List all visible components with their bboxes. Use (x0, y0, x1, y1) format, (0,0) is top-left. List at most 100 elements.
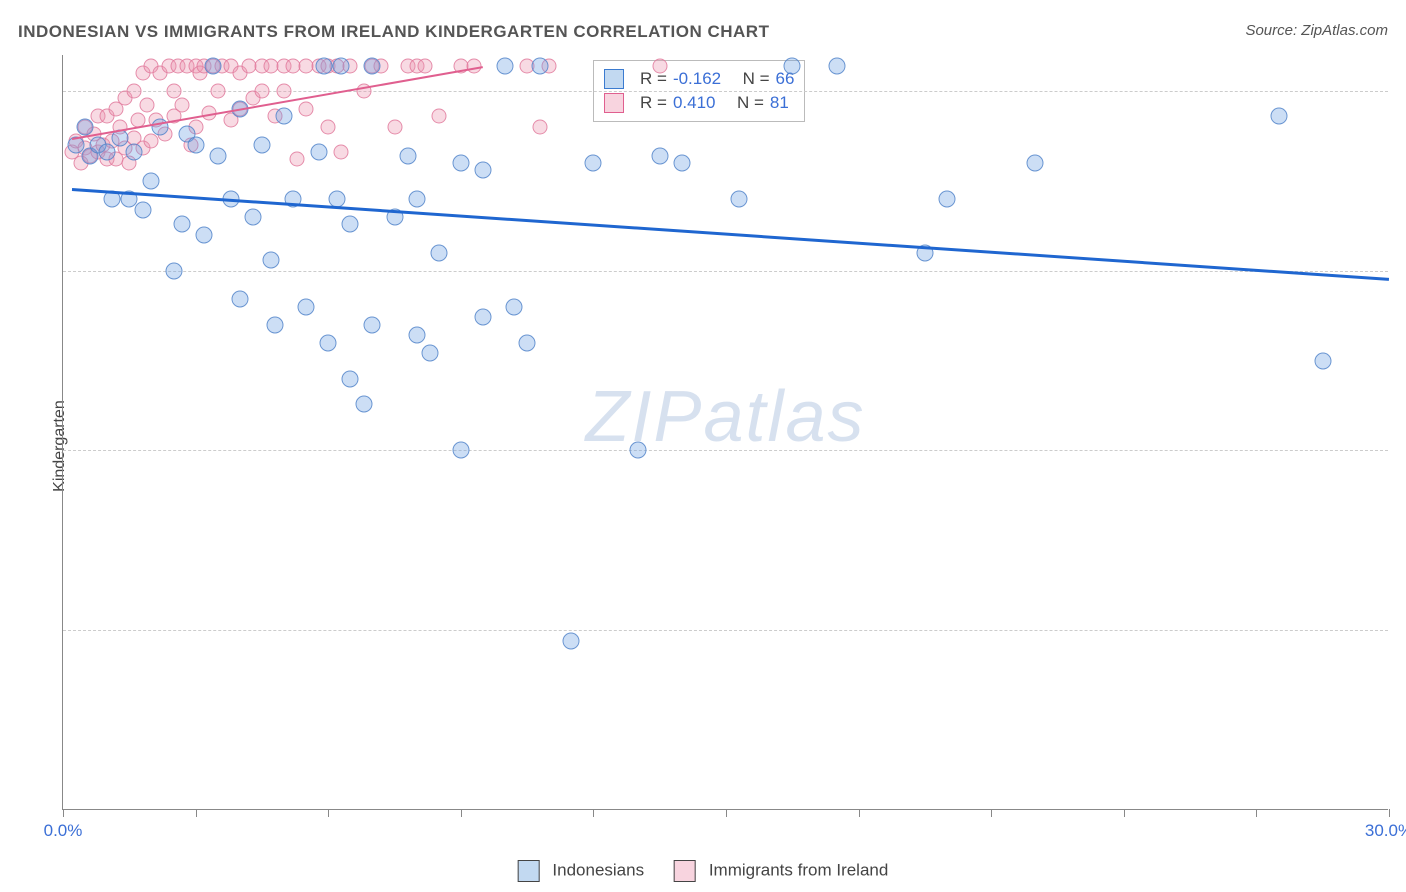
data-point (311, 144, 328, 161)
r-label: R = (640, 93, 667, 113)
data-point (731, 190, 748, 207)
x-tick (593, 809, 594, 817)
data-point (828, 57, 845, 74)
data-point (939, 190, 956, 207)
data-point (342, 370, 359, 387)
data-point (165, 262, 182, 279)
data-point (399, 147, 416, 164)
data-point (1314, 352, 1331, 369)
data-point (276, 108, 293, 125)
data-point (519, 334, 536, 351)
legend-item-blue: Indonesians (518, 860, 644, 882)
data-point (125, 144, 142, 161)
legend-label-blue: Indonesians (552, 860, 644, 879)
data-point (533, 119, 548, 134)
data-point (139, 98, 154, 113)
x-tick (1124, 809, 1125, 817)
x-tick (196, 809, 197, 817)
data-point (1027, 154, 1044, 171)
data-point (364, 316, 381, 333)
data-point (175, 98, 190, 113)
data-point (505, 298, 522, 315)
data-point (497, 57, 514, 74)
data-point (532, 57, 549, 74)
data-point (99, 144, 116, 161)
swatch-blue-icon (604, 69, 624, 89)
data-point (320, 334, 337, 351)
bottom-legend: Indonesians Immigrants from Ireland (518, 860, 889, 882)
data-point (629, 442, 646, 459)
data-point (143, 172, 160, 189)
x-tick-label: 0.0% (44, 821, 83, 841)
data-point (418, 58, 433, 73)
data-point (430, 244, 447, 261)
x-tick (461, 809, 462, 817)
x-tick (1256, 809, 1257, 817)
legend-item-pink: Immigrants from Ireland (674, 860, 888, 882)
n-label: N = (743, 69, 770, 89)
legend-swatch-pink-icon (674, 860, 696, 882)
data-point (364, 57, 381, 74)
gridline-h (63, 271, 1388, 272)
legend-label-pink: Immigrants from Ireland (709, 860, 889, 879)
data-point (431, 109, 446, 124)
y-tick-label: 85.0% (1393, 620, 1406, 640)
y-tick-label: 90.0% (1393, 440, 1406, 460)
data-point (187, 136, 204, 153)
y-tick-label: 100.0% (1393, 81, 1406, 101)
n-value-pink: 81 (770, 93, 789, 113)
chart-container: INDONESIAN VS IMMIGRANTS FROM IRELAND KI… (0, 0, 1406, 892)
legend-swatch-blue-icon (518, 860, 540, 882)
data-point (126, 83, 141, 98)
plot-area: ZIPatlas R = -0.162 N = 66 R = 0.410 N =… (62, 55, 1388, 810)
x-tick (328, 809, 329, 817)
data-point (290, 152, 305, 167)
data-point (134, 201, 151, 218)
data-point (784, 57, 801, 74)
n-label: N = (737, 93, 764, 113)
r-value-blue: -0.162 (673, 69, 721, 89)
data-point (315, 57, 332, 74)
data-point (421, 345, 438, 362)
data-point (209, 147, 226, 164)
data-point (563, 633, 580, 650)
data-point (254, 83, 269, 98)
data-point (166, 83, 181, 98)
data-point (253, 136, 270, 153)
data-point (245, 208, 262, 225)
data-point (673, 154, 690, 171)
data-point (174, 215, 191, 232)
data-point (321, 119, 336, 134)
data-point (474, 309, 491, 326)
data-point (277, 83, 292, 98)
data-point (408, 327, 425, 344)
x-tick (1389, 809, 1390, 817)
swatch-pink-icon (604, 93, 624, 113)
data-point (452, 154, 469, 171)
data-point (334, 145, 349, 160)
data-point (231, 291, 248, 308)
r-value-pink: 0.410 (673, 93, 716, 113)
data-point (298, 298, 315, 315)
data-point (387, 119, 402, 134)
data-point (355, 395, 372, 412)
data-point (333, 57, 350, 74)
chart-title: INDONESIAN VS IMMIGRANTS FROM IRELAND KI… (18, 22, 769, 42)
x-tick (63, 809, 64, 817)
y-tick-label: 95.0% (1393, 261, 1406, 281)
data-point (408, 190, 425, 207)
data-point (585, 154, 602, 171)
watermark: ZIPatlas (585, 376, 865, 458)
data-point (210, 83, 225, 98)
data-point (205, 57, 222, 74)
x-tick (726, 809, 727, 817)
data-point (267, 316, 284, 333)
gridline-h (63, 450, 1388, 451)
x-tick (859, 809, 860, 817)
watermark-atlas: atlas (703, 377, 865, 457)
data-point (652, 58, 667, 73)
data-point (1270, 108, 1287, 125)
gridline-h (63, 630, 1388, 631)
data-point (196, 226, 213, 243)
trend-line (72, 66, 483, 140)
